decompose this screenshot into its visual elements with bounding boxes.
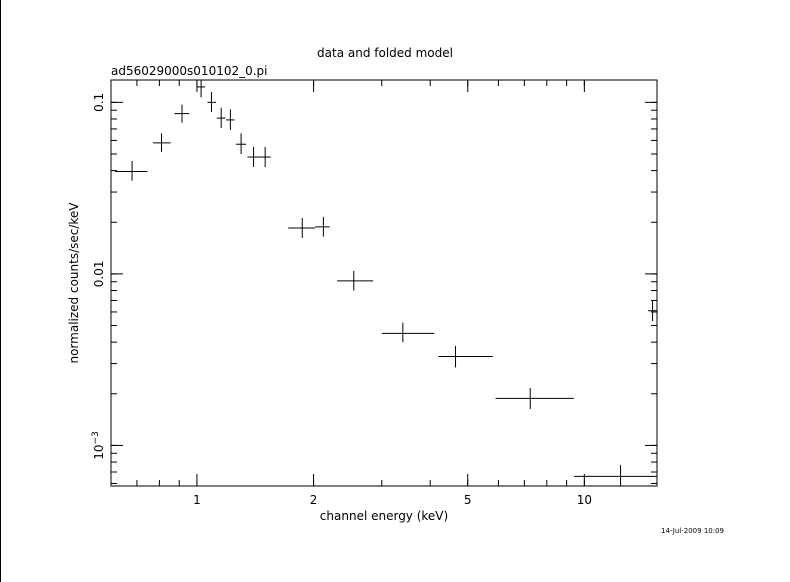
y-tick-labels: 0.1 0.01 10−3 [91,93,106,460]
data-point [648,300,657,322]
x-minor-ticks [110,80,585,486]
data-point [174,104,190,123]
data-point [152,133,171,152]
plot-frame [110,79,658,487]
data-point [337,270,374,291]
data-point [115,161,148,181]
chart-subtitle: ad56029000s010102_0.pi [111,64,268,78]
plot-timestamp: 14-Jul-2009 10:09 [661,527,724,535]
y-axis-label: normalized counts/sec/keV [67,202,81,364]
x-tick-label: 5 [464,493,472,507]
y-tick-label: 0.1 [92,93,106,112]
data-point [315,216,330,237]
data-point [235,133,247,154]
data-point [381,322,435,343]
data-point [247,146,260,167]
data-point [573,464,657,486]
data-point [226,109,235,130]
y-tick-label: 0.01 [92,261,106,288]
data-point [259,146,271,167]
y-tick-label: 10−3 [91,431,106,460]
x-tick-label: 1 [193,493,201,507]
x-tick-labels: 1 2 5 10 [193,493,592,507]
chart-title: data and folded model [317,46,453,60]
data-point [495,388,574,410]
data-point [288,217,316,238]
x-axis-label: channel energy (keV) [320,509,448,523]
data-point [216,107,226,128]
x-tick-label: 10 [577,493,592,507]
x-tick-label: 2 [310,493,318,507]
data-points [115,80,657,486]
y-major-ticks [111,101,657,446]
data-point [207,91,217,112]
data-point [438,345,493,368]
x-major-ticks [196,80,585,486]
y-minor-ticks [111,101,657,484]
window-left-border [0,0,1,582]
data-point [196,80,206,98]
